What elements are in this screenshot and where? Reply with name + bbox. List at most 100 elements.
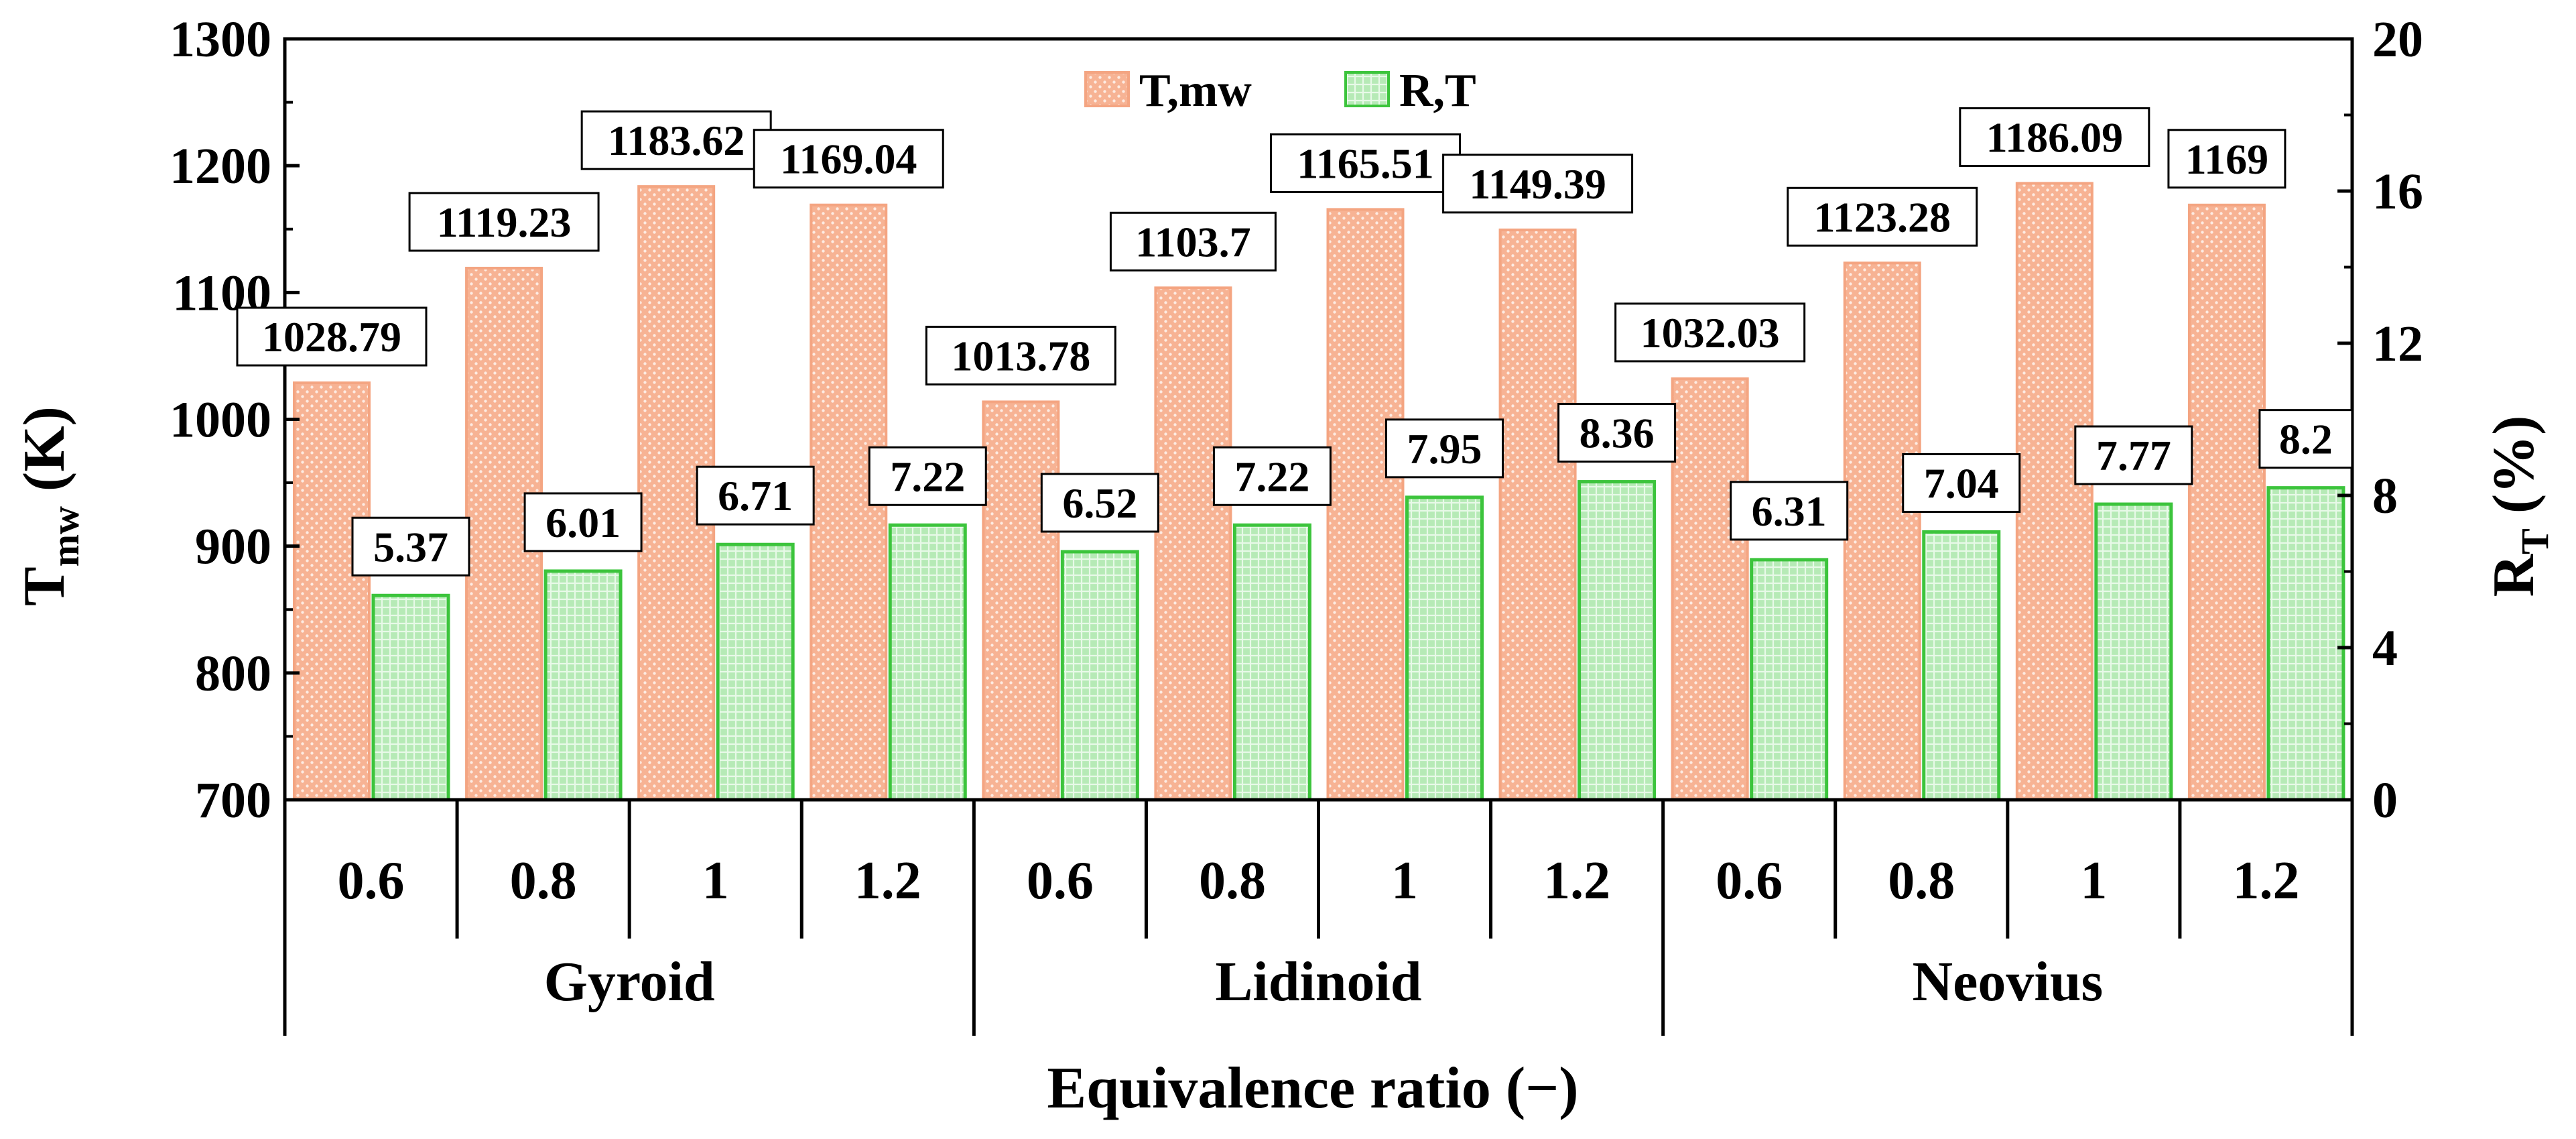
data-label-box-tmw — [1614, 302, 1806, 363]
y-left-tick-label: 1000 — [170, 392, 271, 448]
data-label-box-rt — [1557, 403, 1677, 463]
y-left-tick-label: 1200 — [170, 138, 271, 194]
data-label-box-tmw — [753, 129, 944, 189]
y-axis-title-right: RT (%) — [2482, 416, 2557, 597]
group-label: Gyroid — [544, 951, 715, 1013]
bar-tmw — [2015, 182, 2094, 801]
x-tick-label: 1 — [2080, 851, 2107, 910]
y-right-tick-label: 0 — [2372, 772, 2398, 829]
y-right-tick-label: 20 — [2372, 11, 2423, 68]
data-label-rt: 7.77 — [2096, 432, 2171, 479]
data-label-rt: 6.31 — [1752, 487, 1827, 535]
bar-tmw — [1498, 228, 1577, 801]
data-label-box-tmw — [2167, 129, 2287, 189]
bar-rt — [1577, 480, 1657, 802]
data-label-box-tmw — [408, 192, 600, 252]
x-tick-label: 0.6 — [1027, 851, 1094, 910]
y-right-tick-label: 16 — [2372, 164, 2423, 220]
data-label-box-rt — [868, 446, 987, 506]
data-label-rt: 8.36 — [1580, 410, 1655, 457]
data-label-box-rt — [2074, 425, 2193, 485]
data-label-box-rt — [1040, 473, 1159, 533]
bar-rt — [1750, 558, 1829, 802]
bar-tmw — [1326, 208, 1405, 801]
data-label-rt: 7.95 — [1407, 425, 1482, 473]
data-label-rt: 7.22 — [890, 453, 965, 500]
data-label-rt: 8.2 — [2279, 416, 2333, 463]
data-label-box-tmw — [1959, 107, 2150, 167]
data-label-box-rt — [1212, 446, 1332, 506]
bar-tmw — [2187, 203, 2266, 801]
data-label-box-tmw — [1442, 154, 1634, 214]
bar-rt — [1232, 523, 1311, 802]
x-axis-title: Equivalence ratio (−) — [1047, 1056, 1578, 1121]
data-label-box-tmw — [1270, 133, 1461, 193]
data-label-tmw: 1183.62 — [608, 117, 745, 164]
data-label-box-tmw — [925, 325, 1116, 385]
y-axis-title-left: Tmw (K) — [12, 406, 87, 606]
data-label-tmw: 1103.7 — [1135, 218, 1250, 265]
bar-tmw — [1154, 286, 1232, 801]
data-label-rt: 6.71 — [718, 472, 793, 520]
bar-rt — [888, 523, 967, 802]
y-left-tick-label: 1300 — [170, 11, 271, 68]
x-tick-label: 1.2 — [854, 851, 921, 910]
data-label-box-tmw — [1109, 211, 1277, 272]
data-label-tmw: 1165.51 — [1297, 139, 1433, 187]
data-label-box-rt — [2258, 409, 2354, 469]
x-tick-label: 1.2 — [1543, 851, 1610, 910]
bar-rt — [716, 542, 795, 802]
data-label-box-rt — [1902, 453, 2021, 513]
data-label-tmw: 1169.04 — [780, 135, 917, 183]
data-label-tmw: 1028.79 — [262, 313, 401, 361]
data-label-tmw: 1149.39 — [1469, 160, 1606, 208]
x-tick-label: 1.2 — [2232, 851, 2299, 910]
bar-rt — [1060, 550, 1139, 802]
y-left-tick-label: 800 — [195, 646, 271, 702]
data-label-box-rt — [1385, 418, 1504, 479]
data-label-tmw: 1032.03 — [1640, 309, 1780, 357]
y-left-tick-label: 900 — [195, 519, 271, 575]
data-label-box-rt — [1730, 481, 1849, 541]
bar-tmw — [982, 400, 1060, 801]
axes-layer: 0.6 0.8 1 1.2 0.6 0.8 1 1.2 0.6 0.8 1 1.27008009001… — [170, 11, 2423, 1036]
x-tick-label: 0.6 — [1716, 851, 1783, 910]
group-label: Neovius — [1912, 951, 2103, 1013]
data-label-tmw: 1013.78 — [951, 332, 1090, 379]
bar-tmw — [1671, 377, 1749, 801]
bar-tmw — [293, 381, 371, 801]
bar-rt — [1405, 495, 1484, 802]
legend: T,mw R,T — [1084, 65, 1476, 117]
bar-rt — [1922, 530, 2001, 802]
x-tick-label: 0.8 — [1199, 851, 1266, 910]
x-tick-label: 0.8 — [510, 851, 577, 910]
x-tick-label: 1 — [702, 851, 729, 910]
bar-tmw — [1843, 261, 1921, 801]
data-labels-layer: 1028.79 5.37 1119.23 6.01 1183.62 6.71 1169.04… — [236, 107, 2354, 577]
legend-swatch-rt — [1344, 71, 1390, 107]
data-label-rt: 7.04 — [1924, 459, 1999, 507]
y-right-tick-label: 12 — [2372, 316, 2423, 372]
bar-rt — [2094, 502, 2173, 802]
data-label-rt: 7.22 — [1234, 453, 1309, 500]
x-tick-label: 0.8 — [1888, 851, 1955, 910]
x-tick-label: 0.6 — [338, 851, 405, 910]
data-label-tmw: 1119.23 — [437, 198, 572, 246]
legend-label-tmw: T,mw — [1139, 65, 1252, 117]
data-label-box-rt — [696, 465, 815, 526]
legend-swatch-tmw — [1084, 71, 1130, 107]
y-right-tick-label: 4 — [2372, 620, 2398, 676]
data-label-box-tmw — [580, 110, 772, 170]
y-left-tick-label: 700 — [195, 772, 271, 829]
axis-titles: Equivalence ratio (−) Tmw (K) RT (%) — [12, 406, 2557, 1121]
bar-rt — [543, 569, 623, 802]
bar-rt — [2266, 486, 2345, 802]
data-label-box-tmw — [236, 306, 428, 367]
data-label-box-rt — [523, 492, 643, 552]
bar-rt — [371, 593, 450, 802]
data-label-rt: 6.52 — [1062, 479, 1137, 527]
data-label-box-tmw — [1787, 186, 1978, 247]
data-label-box-rt — [351, 516, 470, 577]
data-label-rt: 6.01 — [545, 499, 621, 546]
